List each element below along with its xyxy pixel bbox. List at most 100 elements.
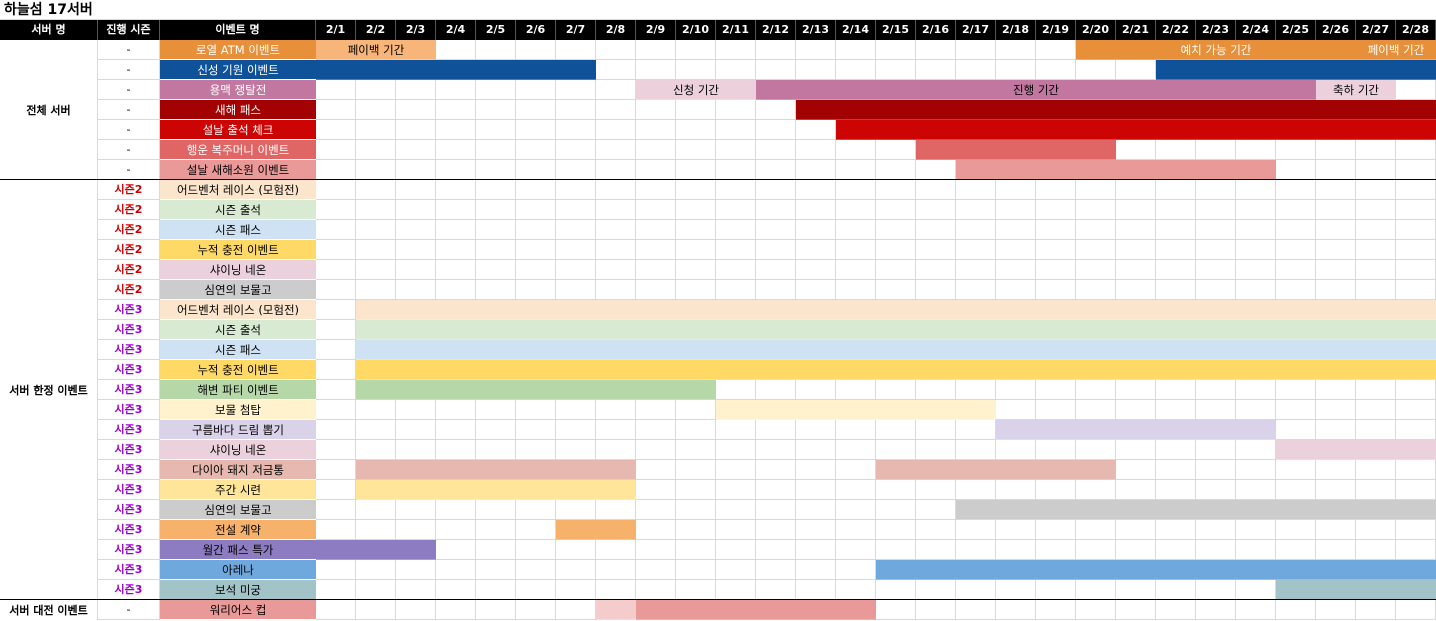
- grid-cell: [316, 320, 356, 340]
- grid-cell: [796, 120, 836, 140]
- event-bar: [596, 600, 636, 620]
- grid-cell: [756, 60, 796, 80]
- grid-cell: [356, 580, 396, 600]
- grid-cell: [796, 200, 836, 220]
- grid-cell: [796, 140, 836, 160]
- grid-cell: [996, 200, 1036, 220]
- grid-cell: [1156, 200, 1196, 220]
- grid-cell: [676, 400, 716, 420]
- grid-cell: [916, 200, 956, 220]
- grid-cell: [1396, 240, 1436, 260]
- grid-cell: [716, 460, 756, 480]
- grid-cell: [316, 600, 356, 620]
- grid-cell: [756, 260, 796, 280]
- grid-cell: [356, 440, 396, 460]
- grid-cell: [596, 120, 636, 140]
- grid-cell: [516, 40, 556, 60]
- event-bar: [916, 140, 1116, 160]
- grid-cell: [436, 600, 476, 620]
- grid-cell: [1236, 240, 1276, 260]
- grid-cell: [636, 520, 676, 540]
- grid-cell: [1156, 400, 1196, 420]
- grid-cell: [1116, 600, 1156, 620]
- grid-cell: [716, 220, 756, 240]
- date-header-10: 2/10: [676, 20, 716, 40]
- grid-cell: [836, 240, 876, 260]
- grid-cell: [1076, 600, 1116, 620]
- grid-cell: [356, 180, 396, 200]
- grid-cell: [836, 40, 876, 60]
- grid-cell: [436, 280, 476, 300]
- grid-cell: [516, 560, 556, 580]
- grid-cell: [636, 460, 676, 480]
- grid-cell: [796, 420, 836, 440]
- grid-cell: [1396, 200, 1436, 220]
- grid-cell: [1116, 580, 1156, 600]
- grid-cell: [1196, 540, 1236, 560]
- grid-cell: [1196, 140, 1236, 160]
- grid-cell: [596, 40, 636, 60]
- event-name: 용맥 쟁탈전: [160, 80, 316, 100]
- season-cell: -: [98, 120, 160, 140]
- grid-cell: [756, 440, 796, 460]
- grid-cell: [596, 180, 636, 200]
- season-cell: 시즌3: [98, 500, 160, 520]
- grid-cell: [756, 540, 796, 560]
- event-name: 아레나: [160, 560, 316, 580]
- group-separator: [0, 179, 1436, 180]
- grid-cell: [876, 520, 916, 540]
- header-server: 서버 명: [0, 20, 98, 40]
- grid-cell: [1116, 260, 1156, 280]
- grid-cell: [1036, 580, 1076, 600]
- grid-cell: [836, 200, 876, 220]
- date-header-3: 2/3: [396, 20, 436, 40]
- grid-cell: [1196, 520, 1236, 540]
- grid-cell: [516, 200, 556, 220]
- grid-cell: [716, 240, 756, 260]
- event-bar: 축하 기간: [1316, 80, 1396, 100]
- grid-cell: [916, 600, 956, 620]
- date-header-16: 2/16: [916, 20, 956, 40]
- grid-cell: [396, 560, 436, 580]
- grid-cell: [1196, 280, 1236, 300]
- season-cell: 시즌2: [98, 280, 160, 300]
- date-header-20: 2/20: [1076, 20, 1116, 40]
- grid-cell: [636, 280, 676, 300]
- grid-cell: [516, 180, 556, 200]
- grid-cell: [316, 120, 356, 140]
- grid-cell: [796, 380, 836, 400]
- grid-cell: [596, 100, 636, 120]
- grid-cell: [636, 120, 676, 140]
- grid-cell: [1036, 380, 1076, 400]
- grid-cell: [1116, 520, 1156, 540]
- grid-cell: [956, 480, 996, 500]
- grid-cell: [356, 80, 396, 100]
- grid-cell: [636, 540, 676, 560]
- grid-cell: [996, 180, 1036, 200]
- grid-cell: [836, 520, 876, 540]
- grid-cell: [916, 220, 956, 240]
- grid-cell: [1276, 240, 1316, 260]
- grid-cell: [876, 440, 916, 460]
- grid-cell: [876, 540, 916, 560]
- grid-cell: [836, 180, 876, 200]
- grid-cell: [1236, 400, 1276, 420]
- grid-cell: [396, 440, 436, 460]
- grid-cell: [1156, 240, 1196, 260]
- grid-cell: [716, 440, 756, 460]
- grid-cell: [796, 280, 836, 300]
- grid-cell: [996, 480, 1036, 500]
- event-name: 월간 패스 특가: [160, 540, 316, 560]
- grid-cell: [676, 480, 716, 500]
- grid-cell: [1196, 580, 1236, 600]
- grid-cell: [436, 260, 476, 280]
- grid-cell: [1076, 380, 1116, 400]
- grid-cell: [996, 520, 1036, 540]
- grid-cell: [1356, 260, 1396, 280]
- grid-cell: [596, 280, 636, 300]
- grid-cell: [756, 140, 796, 160]
- grid-cell: [1116, 480, 1156, 500]
- date-header-24: 2/24: [1236, 20, 1276, 40]
- grid-cell: [396, 140, 436, 160]
